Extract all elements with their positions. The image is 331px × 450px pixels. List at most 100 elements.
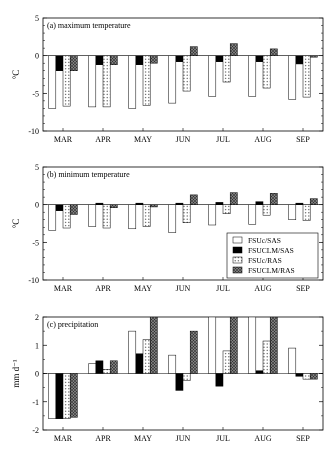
bar-fsuc-sas-apr bbox=[88, 55, 97, 108]
bar-fsuc-sas-sep bbox=[288, 204, 297, 220]
bar-fsuc-ras-sep bbox=[302, 204, 311, 221]
bar-fsuclm-ras-jul bbox=[229, 43, 238, 56]
bar-fsuclm-sas-aug bbox=[255, 55, 264, 62]
y-tick-label: -1 bbox=[32, 398, 39, 407]
bar-fsuc-sas-sep bbox=[288, 347, 297, 374]
y-tick-label: -2 bbox=[32, 426, 39, 435]
bar-fsuclm-sas-may bbox=[135, 55, 144, 65]
bar-fsuc-sas-aug bbox=[248, 317, 257, 374]
bar-fsuc-ras-apr bbox=[102, 204, 111, 229]
bar-fsuclm-ras-may bbox=[149, 55, 158, 64]
panel-title: (a) maximum temperature bbox=[47, 21, 131, 30]
bar-fsuclm-sas-may bbox=[135, 353, 144, 374]
y-tick-label: 5 bbox=[35, 163, 39, 172]
y-axis-label: mm d⁻¹ bbox=[11, 359, 21, 388]
x-tick-label-jul: JUL bbox=[216, 135, 230, 144]
bar-fsuclm-sas-sep bbox=[295, 55, 304, 65]
x-tick-label-sep: SEP bbox=[296, 284, 310, 293]
bar-fsuc-sas-jul bbox=[208, 204, 217, 226]
bar-fsuc-sas-sep bbox=[288, 55, 297, 100]
y-tick-label: -10 bbox=[28, 127, 39, 136]
bar-fsuc-ras-jul bbox=[222, 55, 231, 83]
legend-label-fsuclm-ras: FSUCLM/RAS bbox=[248, 266, 295, 275]
bars-group bbox=[48, 317, 318, 419]
bar-fsuclm-sas-mar bbox=[55, 55, 64, 71]
y-tick-label: 0 bbox=[35, 370, 39, 379]
bar-fsuclm-ras-apr bbox=[109, 204, 118, 208]
bar-fsuc-sas-jun bbox=[168, 204, 177, 233]
bar-fsuc-sas-apr bbox=[88, 204, 97, 227]
bar-fsuclm-ras-mar bbox=[69, 204, 78, 215]
bar-fsuclm-sas-apr bbox=[95, 55, 104, 65]
bar-fsuclm-ras-sep bbox=[309, 373, 318, 380]
bar-fsuclm-ras-apr bbox=[109, 360, 118, 374]
x-tick-label-mar: MAR bbox=[54, 434, 73, 443]
bar-fsuclm-sas-aug bbox=[255, 370, 264, 374]
legend-label-fsuclm-sas: FSUCLM/SAS bbox=[248, 246, 294, 255]
bar-fsuclm-ras-may bbox=[149, 317, 158, 374]
bar-fsuclm-sas-apr bbox=[95, 202, 104, 205]
bar-fsuc-ras-sep bbox=[302, 373, 311, 380]
y-tick-label: 2 bbox=[35, 313, 39, 322]
bar-fsuc-ras-aug bbox=[262, 55, 271, 89]
bar-fsuclm-sas-jul bbox=[215, 373, 224, 387]
legend-swatch-fsuc-sas bbox=[232, 236, 243, 244]
bar-fsuclm-ras-may bbox=[149, 204, 158, 208]
x-tick-label-jun: JUN bbox=[176, 434, 191, 443]
bar-fsuc-ras-jun bbox=[182, 373, 191, 381]
bar-fsuclm-ras-jul bbox=[229, 317, 238, 374]
panel-title: (b) minimum temperature bbox=[47, 170, 130, 179]
bar-fsuc-ras-sep bbox=[302, 55, 311, 98]
legend-label-fsuc-sas: FSUc/SAS bbox=[248, 236, 281, 245]
bar-fsuc-sas-aug bbox=[248, 204, 257, 225]
y-tick-label: -5 bbox=[32, 238, 39, 247]
x-tick-label-sep: SEP bbox=[296, 434, 310, 443]
panel-0: -10 -5 0 5 (a) maximum temperature °C MAR APR MA… bbox=[11, 14, 324, 144]
bar-fsuclm-sas-sep bbox=[295, 373, 304, 377]
bar-fsuc-ras-mar bbox=[62, 373, 71, 419]
bar-fsuclm-ras-sep bbox=[309, 55, 318, 58]
bar-fsuclm-sas-jun bbox=[175, 55, 184, 62]
y-tick-label: -5 bbox=[32, 89, 39, 98]
bars-group bbox=[48, 192, 318, 233]
bar-fsuc-sas-may bbox=[128, 204, 137, 230]
y-axis-label: °C bbox=[11, 70, 21, 80]
legend-swatch-fsuclm-ras bbox=[232, 266, 243, 274]
y-tick-label: 0 bbox=[35, 52, 39, 61]
x-tick-label-jul: JUL bbox=[216, 284, 230, 293]
panel-title: (c) precipitation bbox=[47, 320, 98, 329]
bar-fsuclm-sas-may bbox=[135, 202, 144, 205]
bar-fsuclm-sas-jul bbox=[215, 55, 224, 62]
bar-fsuclm-ras-jul bbox=[229, 192, 238, 205]
bar-fsuclm-sas-aug bbox=[255, 201, 264, 205]
bar-fsuc-ras-may bbox=[142, 55, 151, 106]
bar-fsuclm-ras-mar bbox=[69, 373, 78, 418]
x-tick-label-jun: JUN bbox=[176, 135, 191, 144]
bar-fsuc-ras-mar bbox=[62, 55, 71, 107]
bar-fsuc-ras-apr bbox=[102, 369, 111, 374]
bar-fsuclm-ras-jun bbox=[189, 330, 198, 374]
bars-group bbox=[48, 43, 318, 109]
bar-fsuc-sas-apr bbox=[88, 363, 97, 374]
bar-fsuc-ras-jul bbox=[222, 350, 231, 374]
y-axis-label: °C bbox=[11, 219, 21, 229]
bar-fsuc-ras-aug bbox=[262, 340, 271, 374]
panel-1: -10 -5 0 5 (b) minimum temperature °C MAR APR MA… bbox=[11, 163, 324, 293]
panel-2: -2 -1 0 1 2 (c) precipitation mm d⁻¹ MAR APR MAY J… bbox=[11, 313, 324, 443]
bar-fsuclm-sas-jun bbox=[175, 202, 184, 205]
bar-fsuc-sas-may bbox=[128, 55, 137, 109]
bar-fsuc-ras-aug bbox=[262, 204, 271, 216]
bar-fsuclm-sas-apr bbox=[95, 360, 104, 374]
x-tick-label-apr: APR bbox=[95, 135, 111, 144]
x-tick-label-aug: AUG bbox=[254, 434, 272, 443]
x-tick-label-jun: JUN bbox=[176, 284, 191, 293]
x-tick-label-may: MAY bbox=[134, 284, 152, 293]
x-tick-label-may: MAY bbox=[134, 434, 152, 443]
bar-fsuclm-ras-jun bbox=[189, 194, 198, 205]
bar-fsuc-sas-jul bbox=[208, 317, 217, 374]
bar-fsuc-ras-jun bbox=[182, 204, 191, 223]
bar-fsuc-sas-jul bbox=[208, 55, 217, 97]
x-tick-label-apr: APR bbox=[95, 434, 111, 443]
